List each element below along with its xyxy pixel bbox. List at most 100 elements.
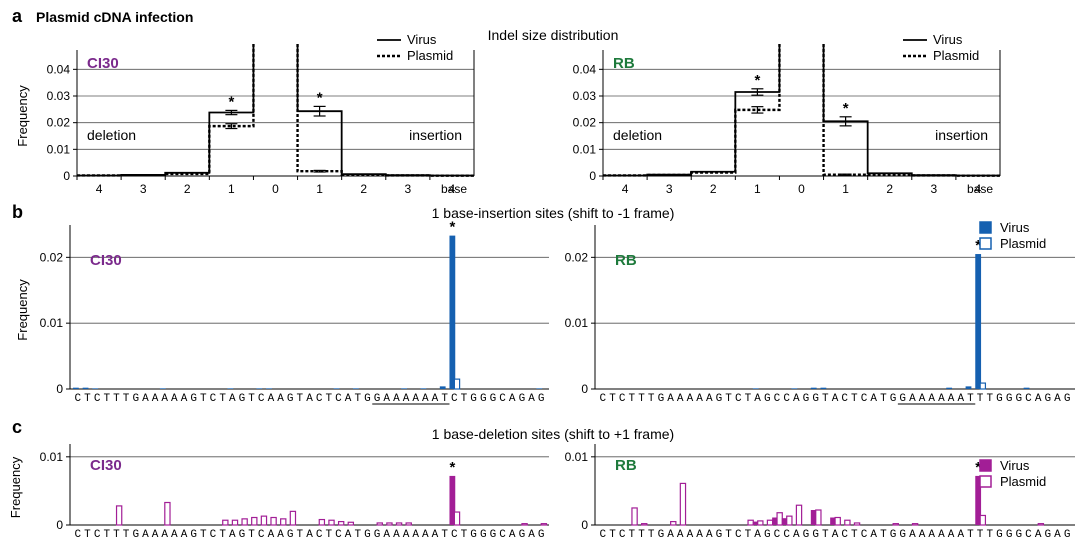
sequence-letter: G xyxy=(190,393,197,405)
sequence-letter: T xyxy=(648,529,655,541)
legend-swatch xyxy=(979,221,992,234)
sequence-letter: A xyxy=(832,393,839,405)
x-tick-label: 2 xyxy=(184,182,191,196)
bar-plasmid xyxy=(670,520,677,526)
significance-star: * xyxy=(449,459,455,476)
y-tick-label: 0 xyxy=(63,169,70,183)
sequence-letter: A xyxy=(793,529,800,541)
sequence-letter: G xyxy=(1006,393,1013,405)
bar-virus xyxy=(975,475,982,525)
sequence-letter: A xyxy=(393,393,400,405)
sequence-letter: G xyxy=(803,393,810,405)
sequence-letter: G xyxy=(374,529,381,541)
y-tick-label: 0.01 xyxy=(573,142,597,156)
sequence-letter: C xyxy=(335,393,342,405)
sequence-letter: A xyxy=(422,393,429,405)
sequence-letter: A xyxy=(152,529,159,541)
y-tick-label: 0.01 xyxy=(565,450,589,464)
sequence-letter: A xyxy=(754,529,761,541)
y-tick-label: 0.04 xyxy=(47,62,71,76)
sequence-letter: T xyxy=(103,393,110,405)
x-tick-label: 3 xyxy=(140,182,147,196)
sequence-letter: A xyxy=(393,529,400,541)
sequence-letter: G xyxy=(764,393,771,405)
panel-c-title: 1 base-deletion sites (shift to +1 frame… xyxy=(432,426,674,442)
sequence-letter: C xyxy=(774,529,781,541)
bar-plasmid xyxy=(747,519,754,526)
significance-star: * xyxy=(317,89,323,106)
sequence-letter: A xyxy=(306,529,313,541)
sequence-letter: G xyxy=(1006,529,1013,541)
bar-virus xyxy=(159,388,166,389)
sequence-letter: T xyxy=(638,393,645,405)
sequence-letter: G xyxy=(480,529,487,541)
chart-label: RB xyxy=(615,457,637,474)
y-axis-label: Frequency xyxy=(8,456,23,518)
bar-plasmid xyxy=(280,518,287,526)
sequence-letter: C xyxy=(210,393,217,405)
sequence-letter: T xyxy=(123,529,130,541)
sequence-letter: A xyxy=(870,529,877,541)
legend-entry: Plasmid xyxy=(1000,474,1046,489)
bar-plasmid xyxy=(395,522,403,526)
sequence-letter: A xyxy=(383,529,390,541)
bar-plasmid xyxy=(776,512,783,526)
sequence-letter: A xyxy=(957,393,964,405)
x-tick-label: 0 xyxy=(798,182,805,196)
bar-plasmid xyxy=(834,516,841,526)
sequence-letter: G xyxy=(374,393,381,405)
sequence-letter: G xyxy=(899,529,906,541)
sequence-letter: A xyxy=(938,529,945,541)
bar-virus xyxy=(820,387,827,389)
sequence-letter: C xyxy=(1025,393,1032,405)
sequence-letter: A xyxy=(667,529,674,541)
bar-plasmid xyxy=(979,382,987,390)
sequence-letter: G xyxy=(287,529,294,541)
sequence-letter: A xyxy=(677,529,684,541)
bar-plasmid xyxy=(815,509,822,526)
x-tick-label: 1 xyxy=(842,182,849,196)
sequence-letter: A xyxy=(345,393,352,405)
bar-virus xyxy=(965,386,972,389)
bar-plasmid xyxy=(164,501,171,526)
y-tick-label: 0.02 xyxy=(573,116,597,130)
sequence-letter: A xyxy=(706,529,713,541)
sequence-letter: A xyxy=(412,529,419,541)
sequence-letter: A xyxy=(432,393,439,405)
sequence-letter: G xyxy=(899,393,906,405)
sequence-letter: C xyxy=(210,529,217,541)
sequence-letter: C xyxy=(75,529,82,541)
bar-virus xyxy=(810,387,817,389)
sequence-letter: A xyxy=(181,529,188,541)
sequence-letter: A xyxy=(432,529,439,541)
x-tick-label: 3 xyxy=(930,182,937,196)
sequence-letter: A xyxy=(948,529,955,541)
bar-plasmid xyxy=(766,519,774,526)
sequence-letter: T xyxy=(200,393,207,405)
sequence-letter: T xyxy=(461,529,468,541)
significance-star: * xyxy=(975,459,981,476)
sequence-letter: G xyxy=(658,393,665,405)
bar-plasmid xyxy=(270,516,277,526)
bar-virus xyxy=(420,388,427,389)
chart-label: CI30 xyxy=(87,55,119,72)
sequence-letter: G xyxy=(716,529,723,541)
bar-plasmid xyxy=(521,523,528,526)
significance-star: * xyxy=(228,93,234,110)
sequence-letter: A xyxy=(181,393,188,405)
bar-plasmid xyxy=(289,510,297,526)
sequence-letter: C xyxy=(451,393,458,405)
sequence-letter: C xyxy=(774,393,781,405)
sequence-letter: A xyxy=(793,393,800,405)
x-tick-label: 0 xyxy=(272,182,279,196)
bar-plasmid xyxy=(853,522,861,526)
sequence-letter: T xyxy=(725,393,732,405)
sequence-letter: G xyxy=(538,393,545,405)
sequence-letter: G xyxy=(658,529,665,541)
sequence-letter: G xyxy=(812,393,819,405)
sequence-letter: G xyxy=(996,529,1003,541)
sequence-letter: A xyxy=(1054,393,1061,405)
bar-virus xyxy=(975,254,982,389)
sequence-letter: C xyxy=(735,393,742,405)
